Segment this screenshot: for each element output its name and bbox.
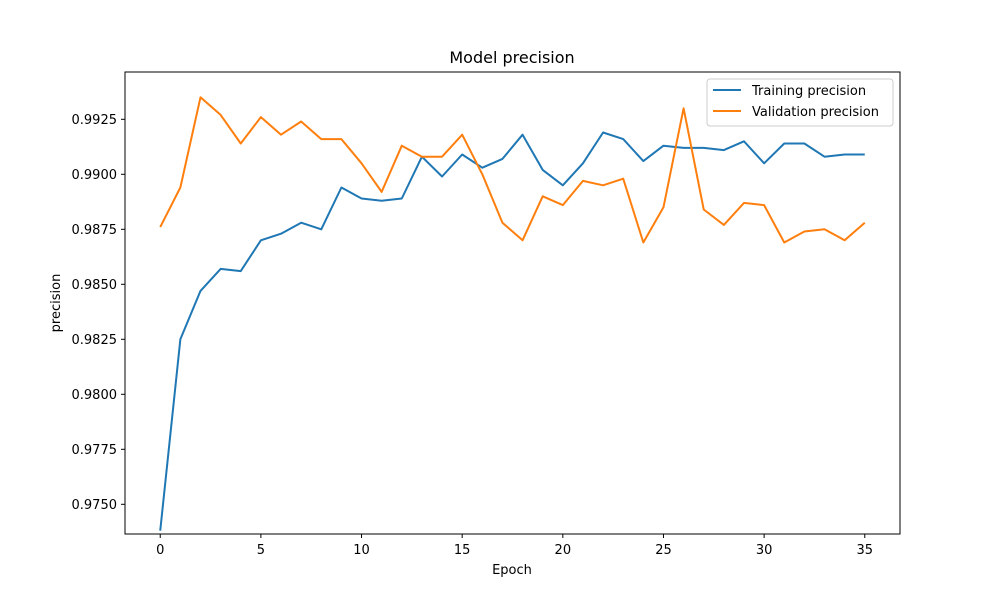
- series-line-training: [159, 131, 865, 531]
- plot-frame: [124, 71, 901, 535]
- plot-background: [125, 72, 900, 534]
- y-tick-label: 0.9825: [72, 333, 118, 348]
- y-tick-label: 0.9775: [72, 443, 118, 458]
- x-tick-label: 20: [555, 543, 572, 558]
- y-axis-label: precision: [49, 274, 64, 333]
- legend: Training precision Validation precision: [706, 78, 894, 127]
- y-tick-label: 0.9925: [72, 113, 118, 128]
- y-tick-label: 0.9850: [72, 278, 118, 293]
- series-line-validation: [159, 96, 866, 244]
- y-tick-label: 0.9750: [72, 498, 118, 513]
- x-tick-label: 25: [655, 543, 672, 558]
- x-tick-label: 0: [156, 543, 164, 558]
- x-tick-label: 35: [856, 543, 873, 558]
- y-axis: 0.9750 0.9775 0.9800 0.9825 0.9850 0.9875 0.99…: [72, 113, 125, 513]
- plot-area: [124, 71, 901, 535]
- legend-box: [706, 78, 894, 127]
- x-axis-label: Epoch: [492, 563, 532, 578]
- x-axis: 0 5 10 15 20 25 30 35: [156, 534, 873, 558]
- x-tick-label: 30: [756, 543, 773, 558]
- legend-label-training: Training precision: [751, 84, 866, 99]
- legend-label-validation: Validation precision: [752, 105, 879, 120]
- x-tick-label: 10: [353, 543, 370, 558]
- y-tick-label: 0.9900: [72, 168, 118, 183]
- y-tick-label: 0.9800: [72, 388, 118, 403]
- chart-title: Model precision: [449, 48, 574, 67]
- y-tick-label: 0.9875: [72, 223, 118, 238]
- x-tick-label: 15: [454, 543, 471, 558]
- x-tick-label: 5: [257, 543, 265, 558]
- series-layer: [159, 96, 866, 531]
